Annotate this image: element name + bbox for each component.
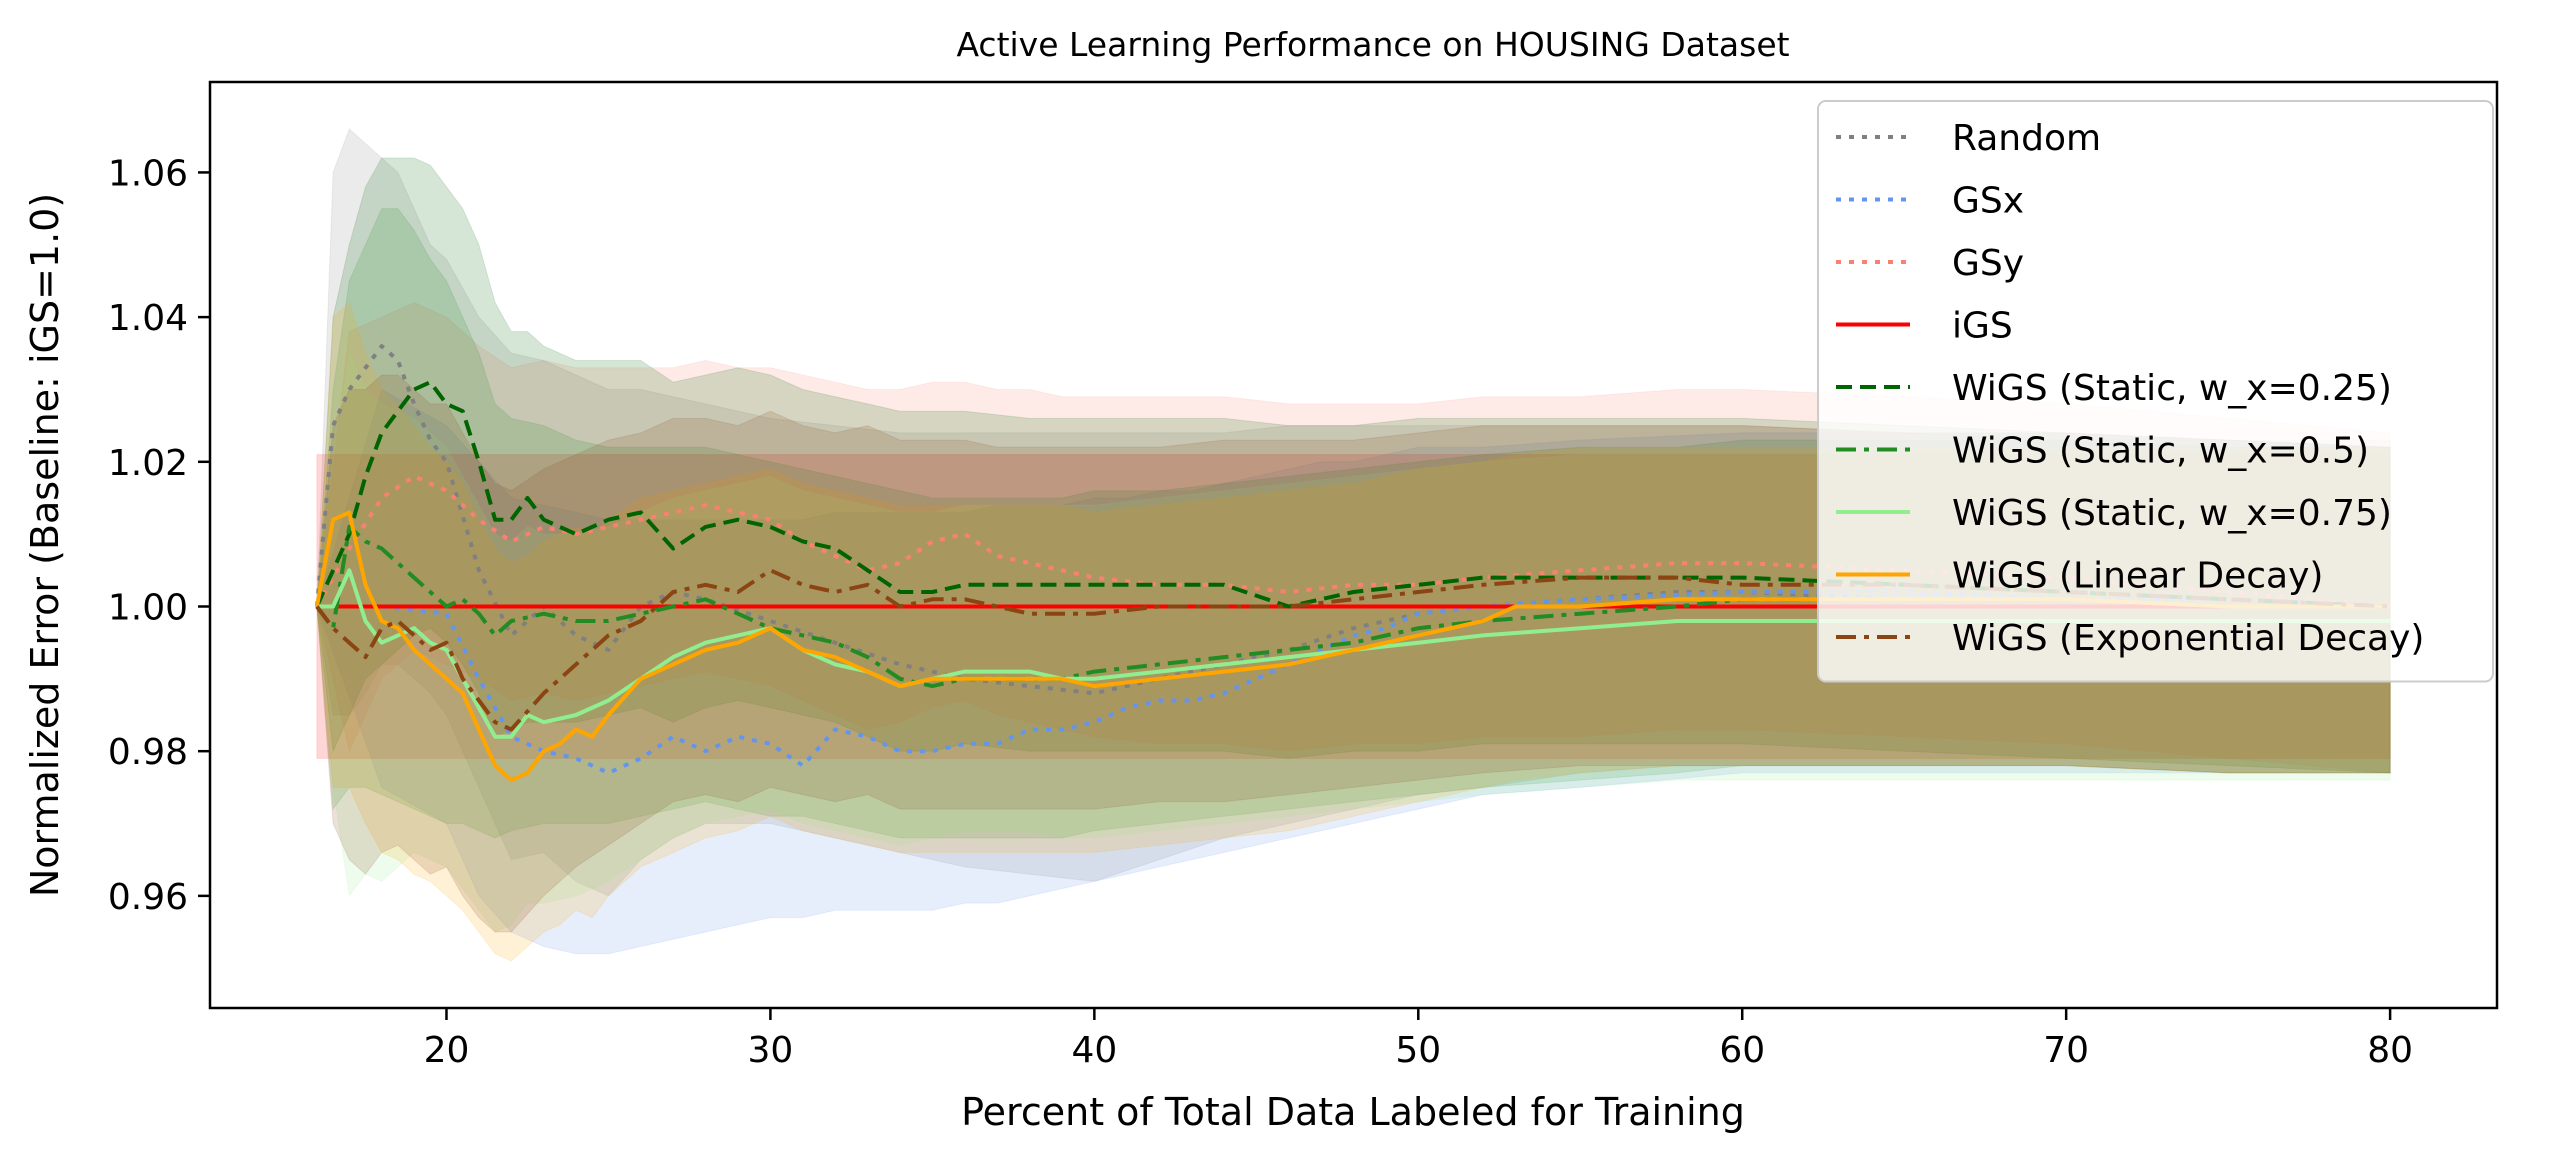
y-tick-label: 0.98	[108, 732, 188, 773]
y-tick-label: 0.96	[108, 877, 188, 918]
legend-entry: GSx	[1952, 181, 2024, 222]
legend-entry: WiGS (Static, w_x=0.5)	[1952, 431, 2369, 472]
series-gsx	[316, 590, 2391, 775]
plot-frame	[208, 80, 2499, 1010]
x-tick-label: 60	[1719, 1030, 1765, 1071]
legend-entry: WiGS (Static, w_x=0.25)	[1952, 368, 2392, 409]
x-tick-label: 30	[748, 1030, 794, 1071]
legend-entry: WiGS (Exponential Decay)	[1952, 618, 2424, 659]
series-wigs-linear-decay	[314, 510, 2391, 783]
y-tick-label: 1.02	[108, 443, 188, 484]
chart-title: Active Learning Performance on HOUSING D…	[956, 25, 1789, 64]
series-wigs-static-w-x-0-25	[315, 380, 2391, 609]
legend-entry: WiGS (Static, w_x=0.75)	[1952, 493, 2392, 534]
legend: Random GSx GSy iGS WiGS (Static, w_x=0.25) Wi…	[1817, 100, 2494, 683]
y-tick-label: 1.00	[108, 587, 188, 628]
x-tick-label: 40	[1071, 1030, 1117, 1071]
series-gsy	[315, 474, 2391, 609]
x-tick-label: 80	[2367, 1030, 2413, 1071]
x-tick-label: 50	[1395, 1030, 1441, 1071]
x-tick-label: 70	[2043, 1030, 2089, 1071]
legend-entry: WiGS (Linear Decay)	[1952, 556, 2323, 597]
y-tick-label: 1.04	[108, 298, 188, 339]
y-axis: 0.96 0.98 1.00 1.02 1.04 1.06	[108, 153, 210, 918]
legend-entry: GSy	[1952, 243, 2024, 284]
legend-entry: Random	[1952, 118, 2101, 159]
legend-entry: iGS	[1952, 306, 2013, 347]
series-lines	[314, 344, 2391, 783]
series-wigs-exponential-decay	[315, 568, 2391, 732]
x-axis: 20 30 40 50 60 70 80	[424, 1008, 2413, 1071]
y-tick-label: 1.06	[108, 153, 188, 194]
legend-box	[1817, 100, 2494, 683]
y-axis-label: Normalized Error (Baseline: iGS=1.0)	[23, 193, 67, 897]
x-tick-label: 20	[424, 1030, 470, 1071]
series-wigs-static-w-x-0-5	[315, 524, 2391, 689]
x-axis-label: Percent of Total Data Labeled for Traini…	[961, 1090, 1745, 1134]
